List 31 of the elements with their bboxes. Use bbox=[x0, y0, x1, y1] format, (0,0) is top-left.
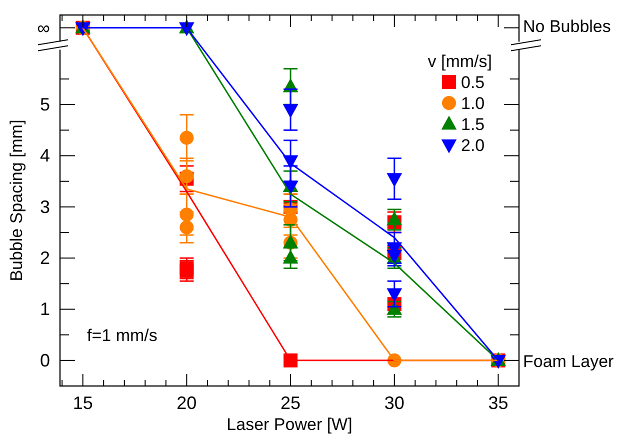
y-tick-label: 4 bbox=[40, 146, 50, 166]
text: No Bubbles bbox=[523, 17, 611, 36]
x-tick-label: 30 bbox=[384, 393, 404, 413]
y-tick-label: 3 bbox=[40, 196, 50, 217]
legend-title: v [mm/s] bbox=[428, 52, 492, 71]
legend-label: 1.0 bbox=[461, 94, 485, 113]
x-tick-label: 15 bbox=[72, 393, 93, 413]
x-tick-label: 25 bbox=[280, 393, 301, 413]
legend-label: 1.5 bbox=[461, 115, 485, 134]
point bbox=[180, 130, 194, 145]
annotation: f=1 mm/s bbox=[87, 326, 158, 345]
x-axis-title: Laser Power [W] bbox=[226, 415, 352, 434]
point bbox=[180, 220, 194, 234]
y-tick-label: ∞ bbox=[37, 18, 50, 38]
point bbox=[282, 180, 298, 195]
y-tick-label: 1 bbox=[40, 299, 50, 320]
y-tick-label: 5 bbox=[40, 94, 50, 115]
point bbox=[180, 264, 194, 278]
x-tick-label: 35 bbox=[488, 393, 508, 413]
y-tick-label: 0 bbox=[40, 350, 50, 370]
legend-label: 2.0 bbox=[461, 136, 485, 155]
point bbox=[386, 173, 402, 188]
y-tick-label: 2 bbox=[40, 248, 50, 268]
text: Foam Layer bbox=[523, 352, 614, 371]
point bbox=[386, 211, 402, 226]
x-tick-label: 20 bbox=[176, 393, 197, 413]
point bbox=[282, 250, 298, 264]
point bbox=[180, 169, 194, 184]
point bbox=[282, 104, 298, 118]
legend-label: 0.5 bbox=[461, 73, 485, 92]
y-axis-title: Bubble Spacing [mm] bbox=[7, 120, 26, 282]
